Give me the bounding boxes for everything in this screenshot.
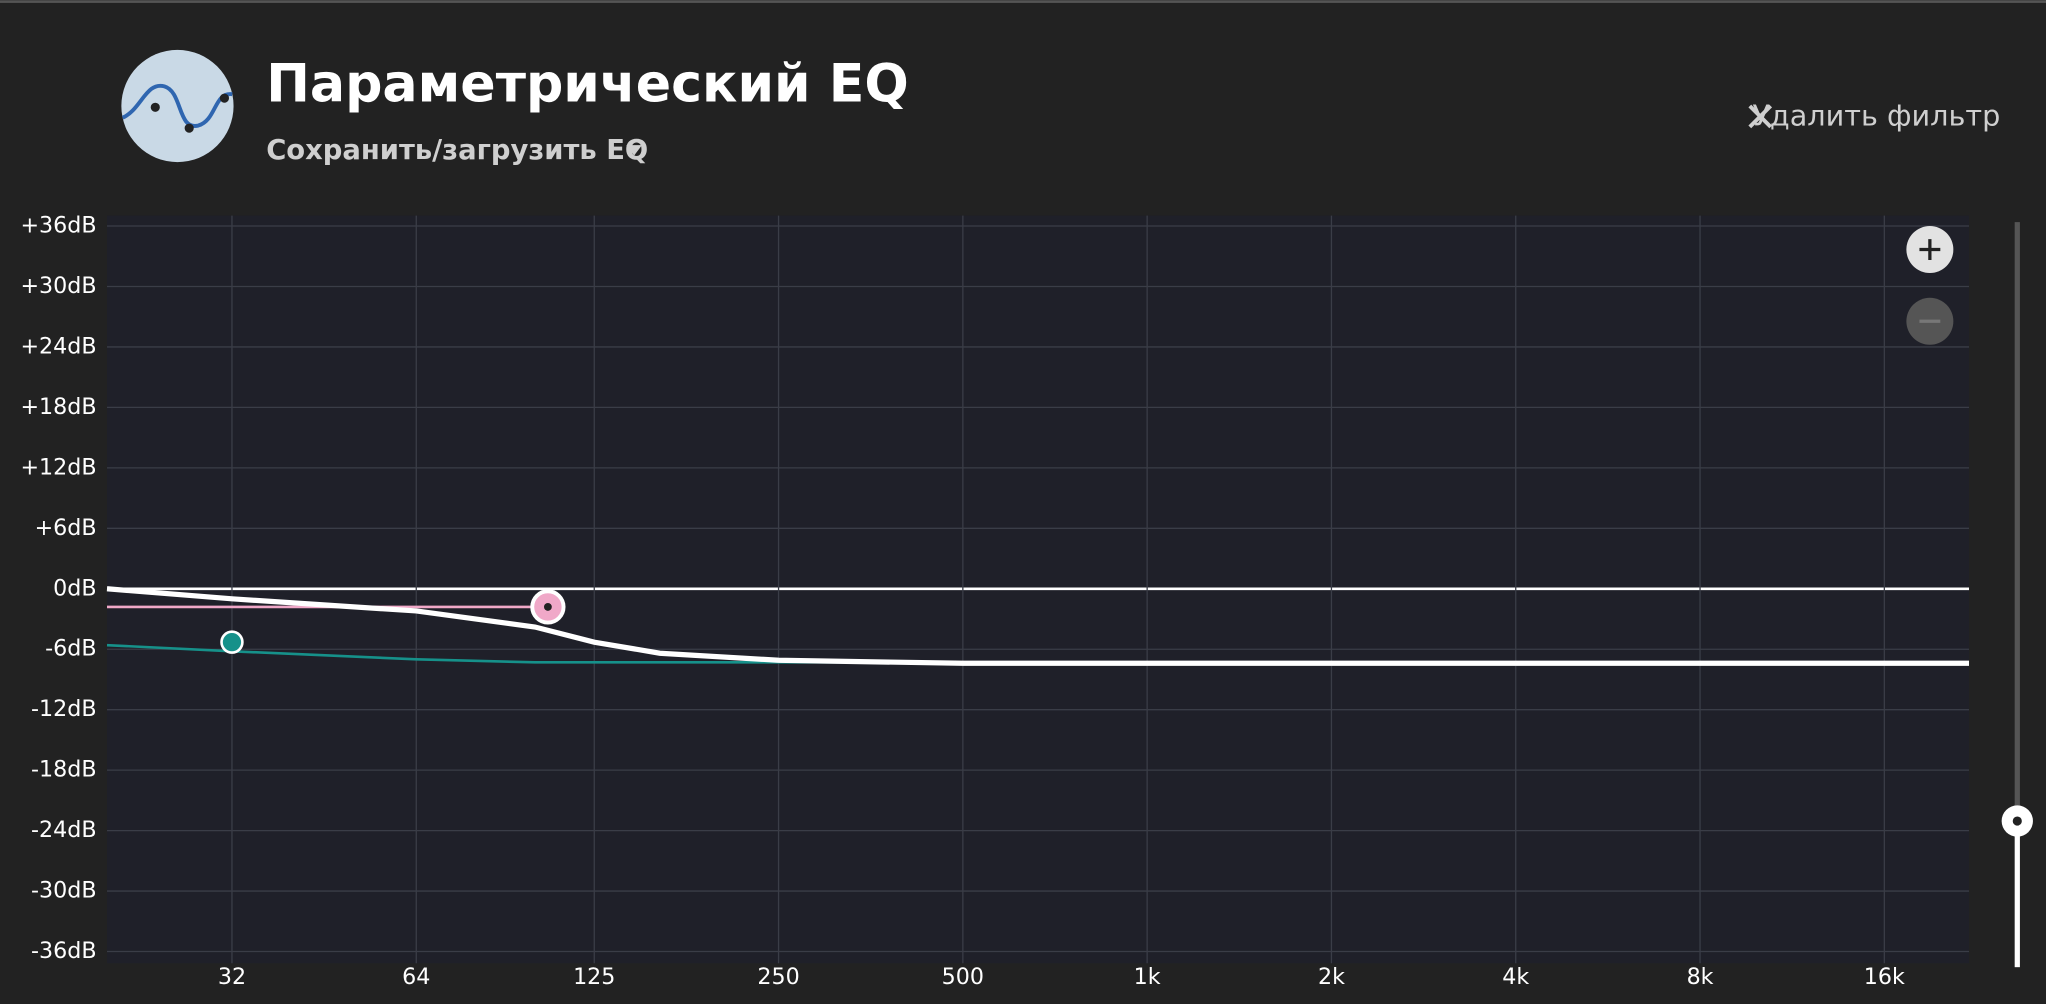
zoom-in[interactable] — [1906, 226, 1954, 273]
y-tick-label: -6dB — [45, 636, 96, 662]
response-curve — [106, 586, 1970, 666]
x-tick-label: 1k — [1134, 964, 1161, 990]
x-tick-label: 4k — [1502, 964, 1529, 990]
y-tick-label: +36dB — [20, 213, 96, 239]
y-tick-label: -24dB — [31, 817, 97, 843]
x-tick-label: 64 — [402, 964, 430, 990]
dropdown-arrow[interactable] — [626, 145, 642, 156]
preset-menu[interactable]: Сохранить/загрузить EQ — [266, 135, 648, 166]
y-tick-label: +18dB — [20, 394, 96, 420]
y-tick-label: +6dB — [35, 515, 97, 541]
x-tick-label: 125 — [573, 964, 615, 990]
handle-dot — [543, 602, 552, 611]
x-tick-label: 2k — [1318, 964, 1345, 990]
x-tick-label: 250 — [757, 964, 799, 990]
plot: +36dB +30dB +24dB +18dB +12dB +6dB 0dB -6dB -12d… — [20, 213, 1970, 990]
top-border — [0, 0, 2046, 3]
remove-filter[interactable]: Удалить фильтр — [1752, 99, 2000, 133]
zoom-out[interactable] — [1906, 297, 1954, 345]
y-tick-label: -36dB — [31, 938, 97, 964]
logo — [121, 49, 234, 163]
filter-handle[interactable] — [220, 630, 244, 654]
remove-icon[interactable] — [1748, 104, 1773, 129]
x-tick-label: 32 — [218, 964, 246, 990]
x-tick-label: 16k — [1864, 964, 1905, 990]
y-tick-label: 0dB — [53, 575, 96, 601]
y-tick-label: +30dB — [20, 273, 96, 299]
x-tick-label: 8k — [1687, 964, 1714, 990]
y-tick-label: +24dB — [20, 333, 96, 359]
y-tick-label: -12dB — [31, 696, 97, 722]
y-tick-label: +12dB — [20, 454, 96, 480]
slider[interactable] — [2001, 222, 2033, 968]
x-tick-label: 500 — [942, 964, 984, 990]
y-tick-label: -30dB — [31, 878, 97, 904]
y-tick-label: -18dB — [31, 757, 97, 783]
title: Параметрический EQ — [266, 55, 909, 115]
